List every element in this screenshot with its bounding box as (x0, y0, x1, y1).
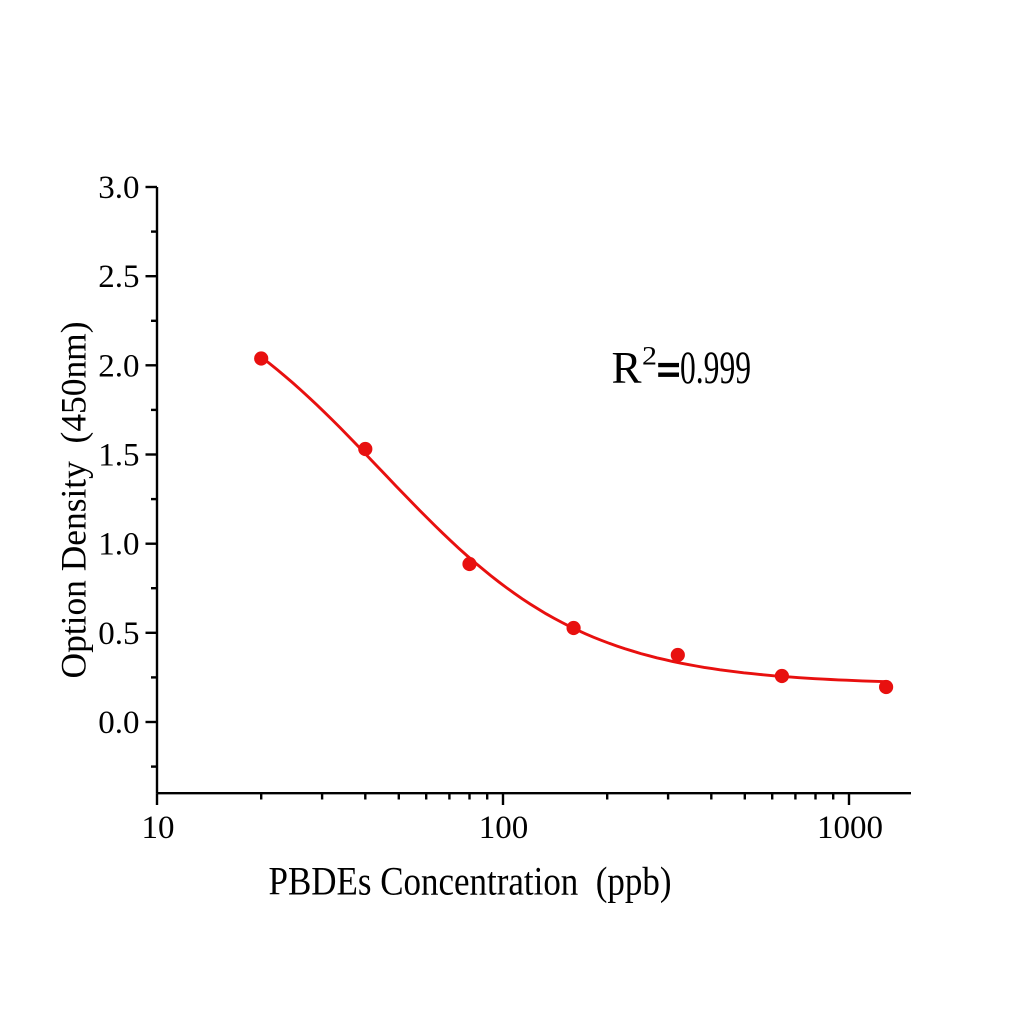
svg-text:1.5: 1.5 (98, 438, 139, 474)
svg-text:PBDEs Concentration (ppb): PBDEs Concentration (ppb) (269, 859, 672, 904)
svg-text:0.0: 0.0 (98, 705, 139, 741)
svg-text:R: R (612, 343, 642, 393)
svg-text:2: 2 (642, 342, 657, 371)
svg-text:3.0: 3.0 (98, 170, 139, 206)
svg-text:Option Density (450nm): Option Density (450nm) (54, 322, 94, 679)
svg-text:10: 10 (142, 810, 175, 846)
svg-text:0.5: 0.5 (98, 616, 139, 652)
svg-text:2.5: 2.5 (98, 259, 139, 295)
svg-text:2.0: 2.0 (98, 348, 139, 384)
svg-text:0.999: 0.999 (680, 342, 751, 394)
svg-text:100: 100 (479, 810, 529, 846)
svg-text:1000: 1000 (817, 810, 883, 846)
svg-text:1.0: 1.0 (98, 527, 139, 563)
